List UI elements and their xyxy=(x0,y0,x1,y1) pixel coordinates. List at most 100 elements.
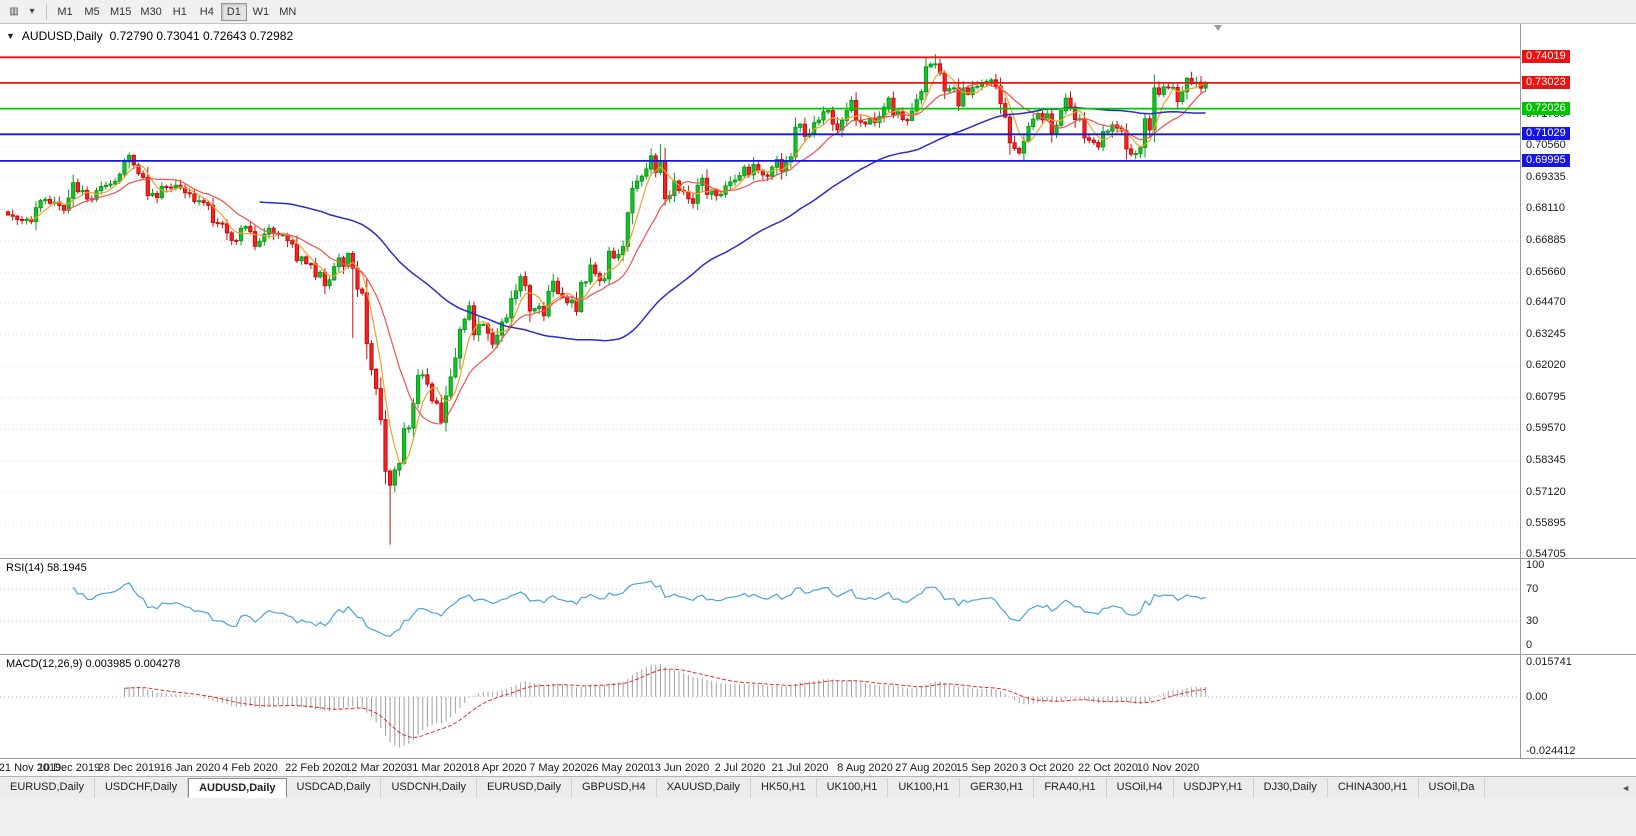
chart-tab-audusd-daily[interactable]: AUDUSD,Daily xyxy=(188,778,287,798)
chart-tab-eurusd-daily[interactable]: EURUSD,Daily xyxy=(0,778,95,798)
price-tick-label: 0.68110 xyxy=(1526,202,1565,214)
chart-title: ▼ AUDUSD,Daily 0.72790 0.73041 0.72643 0… xyxy=(6,29,293,43)
timeframe-button-m1[interactable]: M1 xyxy=(57,5,73,18)
timeframe-button-mn[interactable]: MN xyxy=(279,5,297,18)
rsi-pane: RSI(14) 58.1945 100 70 30 0 xyxy=(0,558,1636,654)
rsi-tick-label: 30 xyxy=(1526,615,1539,627)
price-level-badge-0.71029[interactable]: 0.71029 xyxy=(1522,127,1570,140)
macd-tick-label: 0.015741 xyxy=(1526,656,1572,668)
rsi-tick-label: 70 xyxy=(1526,583,1539,595)
chart-tab-uk100-h1[interactable]: UK100,H1 xyxy=(817,778,889,798)
price-level-badge-0.73023[interactable]: 0.73023 xyxy=(1522,76,1570,89)
toolbar-separator xyxy=(46,3,47,20)
date-label: 18 Apr 2020 xyxy=(467,762,527,774)
chart-tab-usdcad-daily[interactable]: USDCAD,Daily xyxy=(287,778,382,798)
chart-tab-usdcnh-daily[interactable]: USDCNH,Daily xyxy=(381,778,478,798)
price-tick-label: 0.60795 xyxy=(1526,391,1566,403)
chart-shift-marker-icon[interactable] xyxy=(1214,25,1222,31)
rsi-line xyxy=(72,580,1206,637)
ma-mid-line xyxy=(63,82,1206,425)
date-label: 7 May 2020 xyxy=(529,762,587,774)
rsi-label: RSI(14) 58.1945 xyxy=(6,562,87,574)
timeframe-buttons: M1 M5 M15 M30 H1 H4 D1 W1 MN xyxy=(52,2,301,21)
chart-tab-xauusd-daily[interactable]: XAUUSD,Daily xyxy=(657,778,751,798)
price-tick-label: 0.58345 xyxy=(1526,454,1566,466)
date-label: 21 Jul 2020 xyxy=(771,762,829,774)
date-label: 2 Jul 2020 xyxy=(714,762,766,774)
macd-label: MACD(12,26,9) 0.003985 0.004278 xyxy=(6,658,181,670)
price-tick-label: 0.65660 xyxy=(1526,266,1566,278)
price-tick-label: 0.64470 xyxy=(1526,296,1566,308)
chart-tab-dj30-daily[interactable]: DJ30,Daily xyxy=(1254,778,1328,798)
price-level-badge-0.69995[interactable]: 0.69995 xyxy=(1522,154,1570,167)
price-level-badge-0.74019[interactable]: 0.74019 xyxy=(1522,50,1570,63)
chart-tab-hk50-h1[interactable]: HK50,H1 xyxy=(751,778,817,798)
price-tick-label: 0.55895 xyxy=(1526,517,1566,529)
price-gridlines xyxy=(0,114,1520,556)
price-level-badge-0.72026[interactable]: 0.72026 xyxy=(1522,102,1570,115)
chart-tabs-bar: EURUSD,Daily USDCHF,Daily AUDUSD,Daily USDC… xyxy=(0,776,1636,798)
chart-tab-ger30-h1[interactable]: GER30,H1 xyxy=(960,778,1035,798)
rsi-axis[interactable]: 100 70 30 0 xyxy=(1520,559,1636,654)
chart-tab-china300-h1[interactable]: CHINA300,H1 xyxy=(1328,778,1419,798)
timeframe-button-m15[interactable]: M15 xyxy=(110,5,132,18)
date-label: 13 Jun 2020 xyxy=(648,762,710,774)
timeframe-button-m5[interactable]: M5 xyxy=(84,5,100,18)
timeframe-button-w1[interactable]: W1 xyxy=(252,5,270,18)
chart-tab-usoil-h4[interactable]: USOil,H4 xyxy=(1107,778,1174,798)
chart-grid-icon[interactable]: ▥ xyxy=(9,6,19,17)
date-label: 8 Aug 2020 xyxy=(837,762,893,774)
timeframe-button-d1[interactable]: D1 xyxy=(220,2,247,21)
chart-tab-gbpusd-h4[interactable]: GBPUSD,H4 xyxy=(572,778,657,798)
chart-symbol-label: AUDUSD,Daily xyxy=(21,29,103,43)
ma-slow-line xyxy=(259,106,1206,342)
horizontal-level-lines xyxy=(0,56,1520,162)
price-tick-label: 0.54705 xyxy=(1526,548,1566,560)
main-chart-plot[interactable] xyxy=(0,24,1520,558)
status-strip xyxy=(0,798,1636,836)
price-tick-label: 0.70560 xyxy=(1526,139,1566,151)
candles xyxy=(5,54,1208,545)
chart-tab-usdchf-daily[interactable]: USDCHF,Daily xyxy=(95,778,189,798)
tab-scroll-icon[interactable]: ◄ xyxy=(1621,783,1630,793)
chart-tab-uk100-h1[interactable]: UK100,H1 xyxy=(888,778,961,798)
price-axis[interactable]: 0.717850.705600.693350.681100.668850.656… xyxy=(1520,24,1636,560)
rsi-tick-label: 100 xyxy=(1526,559,1545,571)
date-label: 22 Oct 2020 xyxy=(1078,762,1138,774)
macd-plot[interactable] xyxy=(0,655,1520,758)
date-label: 3 Oct 2020 xyxy=(1020,762,1074,774)
chart-tab-fra40-h1[interactable]: FRA40,H1 xyxy=(1034,778,1107,798)
date-label: 16 Jan 2020 xyxy=(159,762,221,774)
chart-tab-eurusd-daily[interactable]: EURUSD,Daily xyxy=(477,778,572,798)
rsi-plot[interactable] xyxy=(0,559,1520,654)
date-label: 31 Mar 2020 xyxy=(406,762,468,774)
timeframe-button-h4[interactable]: H4 xyxy=(199,5,214,18)
price-tick-label: 0.57120 xyxy=(1526,486,1566,498)
macd-pane: MACD(12,26,9) 0.003985 0.004278 0.015741… xyxy=(0,654,1636,758)
dropdown-caret-icon[interactable]: ▾ xyxy=(29,6,35,17)
macd-tick-label: 0.00 xyxy=(1526,691,1548,703)
price-tick-label: 0.69335 xyxy=(1526,171,1566,183)
macd-tick-label: -0.024412 xyxy=(1526,745,1576,757)
date-label: 21 Nov 2019 xyxy=(0,762,62,774)
price-tick-label: 0.62020 xyxy=(1526,359,1566,371)
macd-signal-line xyxy=(124,668,1206,739)
date-label: 15 Sep 2020 xyxy=(955,762,1019,774)
ma-fast-line xyxy=(26,71,1206,465)
date-label: 12 Mar 2020 xyxy=(345,762,407,774)
timeframe-button-m30[interactable]: M30 xyxy=(140,5,162,18)
collapse-triangle-icon[interactable]: ▼ xyxy=(6,31,15,41)
date-label: 10 Dec 2019 xyxy=(37,762,101,774)
chart-tab-usoil-da[interactable]: USOil,Da xyxy=(1419,778,1486,798)
chart-tab-usdjpy-h1[interactable]: USDJPY,H1 xyxy=(1174,778,1254,798)
rsi-guides xyxy=(0,588,1520,622)
date-label: 22 Feb 2020 xyxy=(285,762,347,774)
timeframe-button-h1[interactable]: H1 xyxy=(172,5,187,18)
main-chart-pane: ▼ AUDUSD,Daily 0.72790 0.73041 0.72643 0… xyxy=(0,24,1636,560)
macd-histogram xyxy=(124,664,1207,748)
date-axis[interactable]: 21 Nov 2019 10 Dec 2019 28 Dec 2019 16 Jan … xyxy=(0,758,1636,776)
date-label: 27 Aug 2020 xyxy=(895,762,957,774)
macd-axis[interactable]: 0.015741 0.00 -0.024412 xyxy=(1520,655,1636,758)
date-label: 4 Feb 2020 xyxy=(222,762,278,774)
